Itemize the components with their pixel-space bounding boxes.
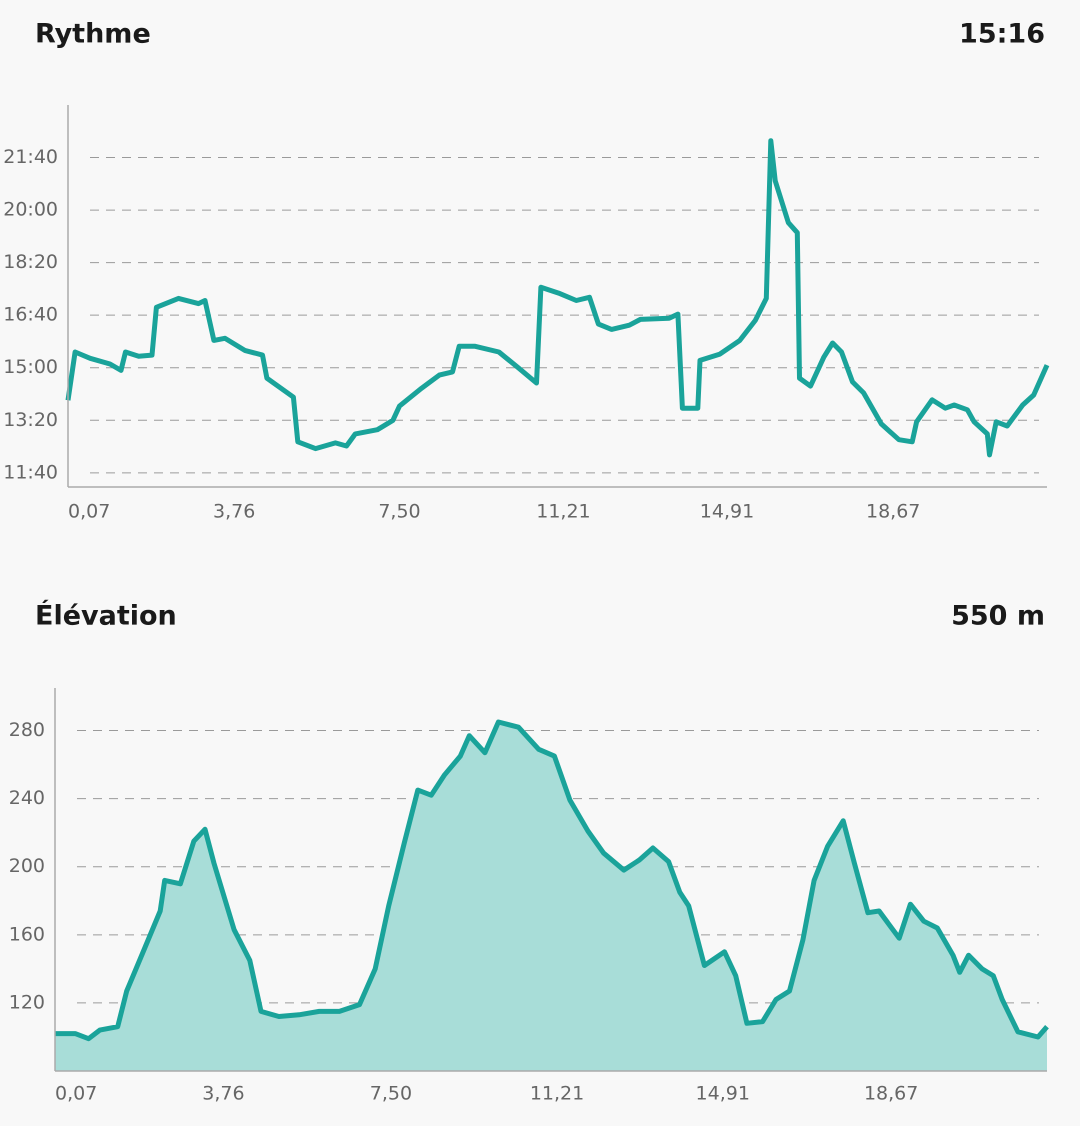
y-tick-label: 15:00 <box>3 356 58 378</box>
elevation-area <box>55 722 1047 1071</box>
chart-title: Élévation <box>35 600 177 632</box>
y-tick-label: 21:40 <box>3 146 58 168</box>
x-tick-label: 3,76 <box>202 1083 244 1105</box>
y-tick-label: 120 <box>9 991 45 1013</box>
chart-title: Rythme <box>35 19 151 50</box>
headline-value: 550 m <box>951 601 1045 632</box>
y-tick-label: 200 <box>9 855 45 877</box>
x-tick-label: 7,50 <box>378 501 420 523</box>
y-tick-label: 11:40 <box>3 461 58 483</box>
y-tick-label: 16:40 <box>3 304 58 326</box>
y-tick-label: 13:20 <box>3 409 58 431</box>
x-tick-label: 14,91 <box>696 1083 750 1105</box>
x-tick-label: 18,67 <box>864 1083 918 1105</box>
x-tick-label: 0,07 <box>68 501 110 523</box>
headline-value: 15:16 <box>959 19 1045 50</box>
x-tick-label: 11,21 <box>536 501 590 523</box>
elevation-line <box>55 719 1049 1042</box>
y-tick-label: 280 <box>9 719 45 741</box>
x-tick-label: 11,21 <box>530 1083 584 1105</box>
y-tick-label: 160 <box>9 923 45 945</box>
x-tick-label: 0,07 <box>55 1083 97 1105</box>
x-tick-label: 14,91 <box>700 501 754 523</box>
x-tick-label: 18,67 <box>866 501 920 523</box>
pace-line <box>65 138 1050 458</box>
y-tick-label: 18:20 <box>3 251 58 273</box>
y-tick-label: 240 <box>9 787 45 809</box>
y-tick-label: 20:00 <box>3 199 58 221</box>
x-tick-label: 3,76 <box>213 501 255 523</box>
x-tick-label: 7,50 <box>370 1083 412 1105</box>
